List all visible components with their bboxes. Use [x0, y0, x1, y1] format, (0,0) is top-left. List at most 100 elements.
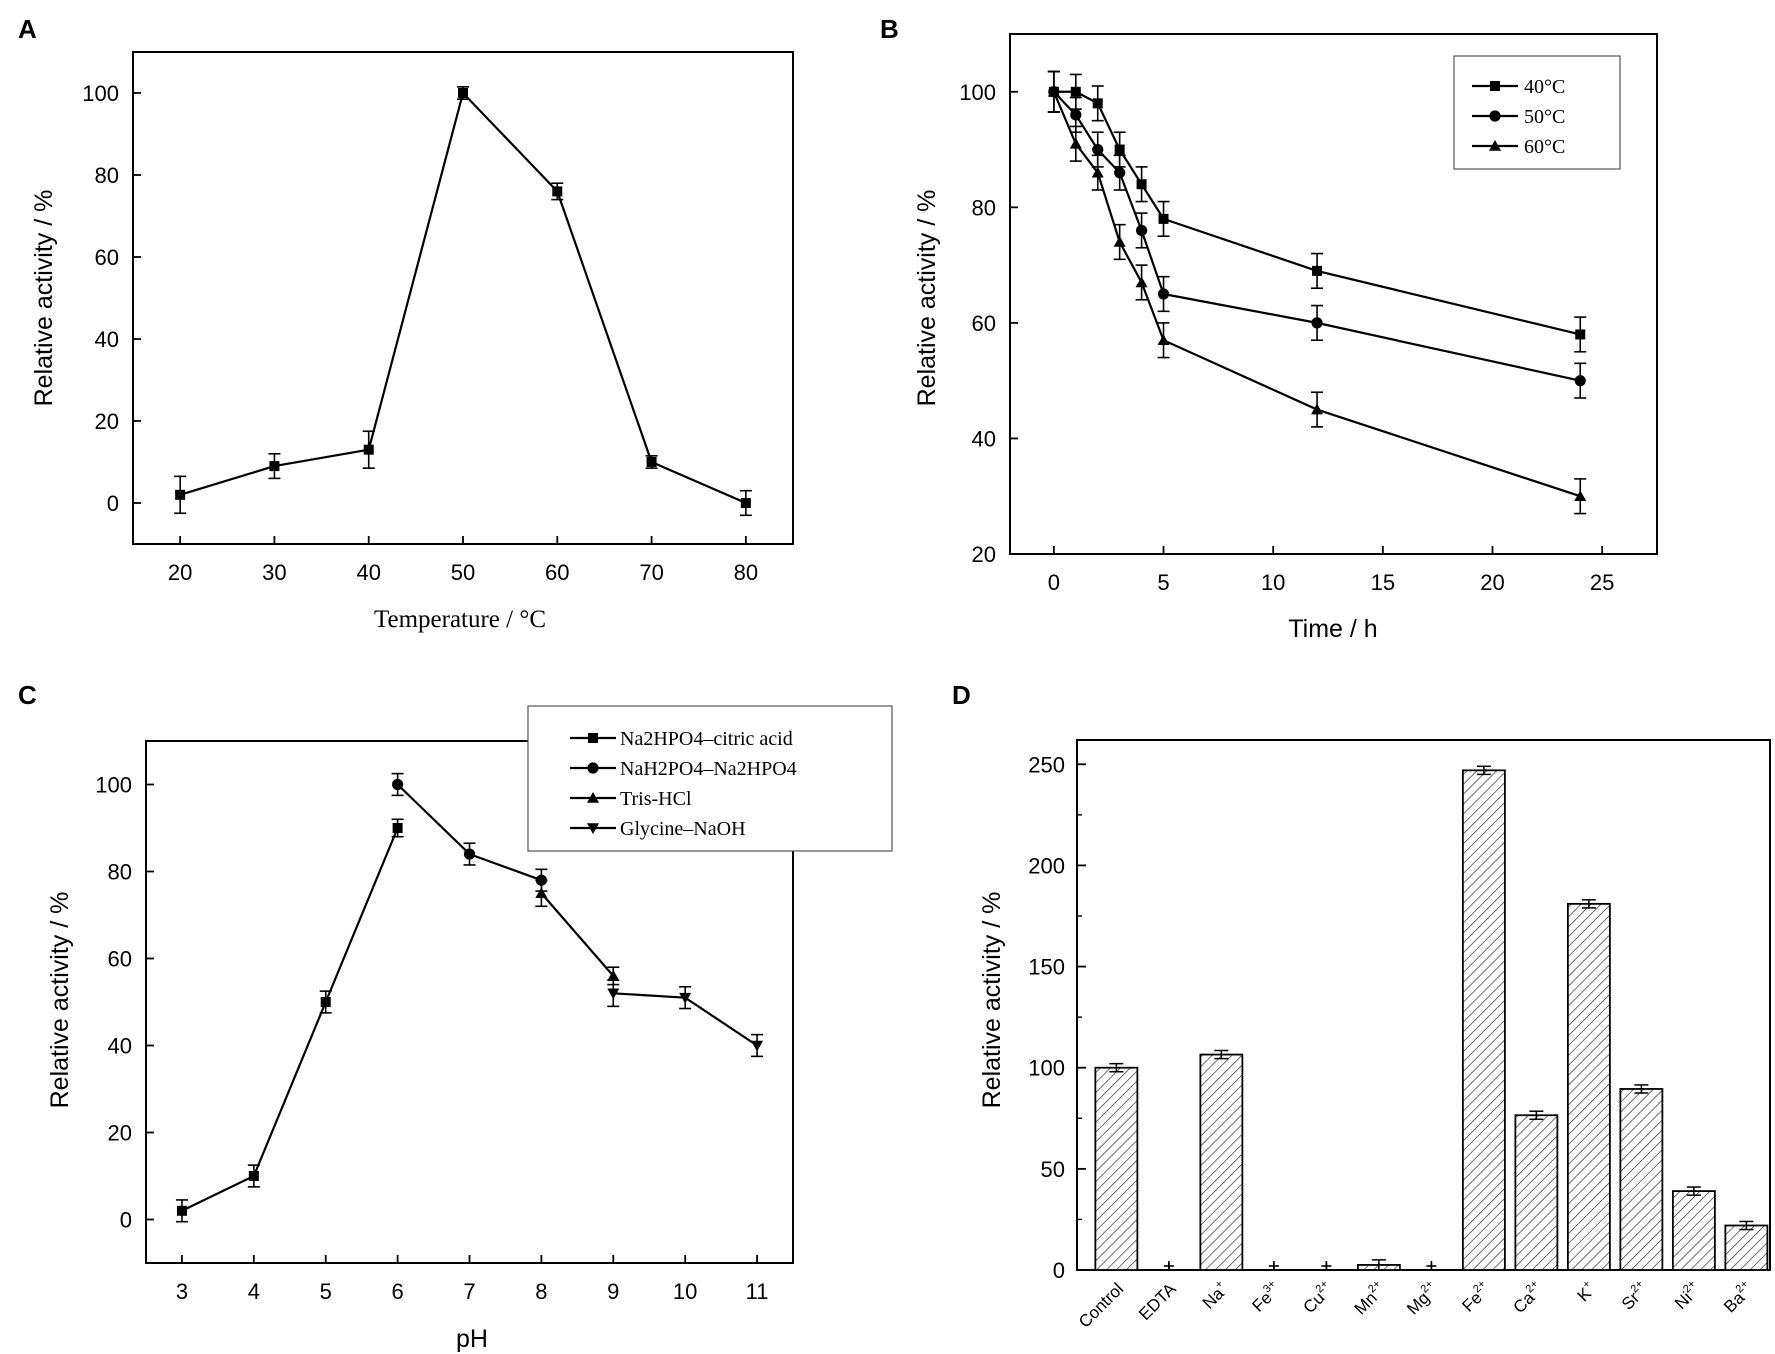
panel-c-label: C: [18, 680, 37, 710]
data-point: [646, 457, 657, 467]
bar: [1566, 902, 1611, 1271]
panel-b-axes-frame: [1009, 33, 1658, 555]
panel-a-plot-area: [174, 86, 752, 517]
y-tick-label: 20: [95, 409, 119, 434]
category-label: Sr2+: [1616, 1278, 1652, 1314]
x-tick-label: 20: [1480, 570, 1504, 595]
panel-a-axes-frame: [132, 51, 794, 545]
legend-item: Glycine–NaOH: [570, 818, 746, 840]
y-tick-label: 80: [972, 195, 996, 220]
x-tick-label: 20: [168, 560, 192, 585]
panel-c-y-axis-label: Relative activity / %: [46, 892, 74, 1109]
data-point: [751, 1040, 764, 1052]
data-point: [320, 997, 331, 1007]
bar: [1671, 1190, 1716, 1271]
data-point: [679, 992, 692, 1004]
panel-a-x-axis-label: Temperature / °C: [374, 606, 546, 633]
panel-d-label: D: [952, 680, 971, 710]
legend-item: Tris-HCl: [570, 788, 692, 810]
data-point: [1070, 86, 1081, 97]
category-label: EDTA: [1135, 1279, 1180, 1324]
x-tick-label: 6: [391, 1279, 403, 1304]
data-point: [1574, 375, 1586, 387]
x-tick-label: 30: [262, 560, 286, 585]
y-tick-label: 0: [120, 1208, 132, 1233]
x-tick-label: 10: [1261, 570, 1285, 595]
data-point: [1311, 317, 1323, 329]
data-point: [1312, 265, 1323, 276]
category-label: Fe3+: [1247, 1278, 1285, 1316]
series-line: [181, 827, 399, 1212]
data-point: [1157, 334, 1170, 346]
y-tick-label: 200: [1028, 853, 1065, 878]
error-bar: [1686, 1186, 1701, 1196]
panel-c-x-axis-label: pH: [456, 1325, 488, 1353]
category-label: Mn2+: [1349, 1278, 1389, 1318]
panel-a-label: A: [18, 14, 37, 44]
category-label: K+: [1572, 1278, 1599, 1305]
legend-marker: [587, 762, 599, 774]
error-bar: [1214, 1049, 1229, 1060]
y-tick-label: 40: [95, 327, 119, 352]
y-tick-label: 20: [972, 542, 996, 567]
data-point: [1136, 179, 1147, 190]
bar: [1724, 1224, 1769, 1271]
panel-d: D 0 50 100 150 200 250 Control EDTA Na+ Fe3+ Cu2+…: [952, 680, 1771, 1332]
legend-label: 50°C: [1524, 106, 1565, 128]
x-tick-label: 3: [176, 1279, 188, 1304]
y-tick-label: 60: [95, 245, 119, 270]
error-bar: [1581, 899, 1596, 909]
category-label: Fe2+: [1457, 1278, 1495, 1316]
error-bar: [1371, 1259, 1386, 1271]
series-line: [1053, 91, 1581, 382]
panel-c-y-ticks: 0 20 40 60 80 100: [95, 773, 154, 1233]
x-tick-label: 60: [545, 560, 569, 585]
category-label: Ni2+: [1670, 1278, 1705, 1313]
panel-d-y-ticks: 0 50 100 150 200 250: [1028, 752, 1086, 1283]
panel-d-plot-area: [1094, 765, 1769, 1271]
y-tick-label: 250: [1028, 752, 1065, 777]
panel-c: C 3 4 5 6 7 8 9 10 11 0 20 40 60 80 100 pH Relative a…: [18, 680, 893, 1353]
data-point: [1311, 403, 1324, 415]
category-label: Cu2+: [1298, 1278, 1337, 1317]
legend-marker: [1490, 81, 1500, 91]
category-label: Ba2+: [1719, 1278, 1757, 1316]
data-point: [248, 1171, 259, 1181]
series-na2hpo4-citric-acid: [175, 818, 404, 1223]
data-point: [175, 489, 186, 500]
x-tick-label: 8: [535, 1279, 547, 1304]
zero-activity-marker: [1321, 1261, 1332, 1271]
data-point: [1575, 329, 1586, 340]
error-bar: [1529, 1110, 1544, 1121]
series-tris-hcl: [535, 879, 620, 986]
panel-b-x-ticks: 0 5 10 15 20 25: [1048, 546, 1614, 595]
x-tick-label: 9: [607, 1279, 619, 1304]
legend-marker: [587, 792, 599, 803]
y-tick-label: 80: [108, 860, 132, 885]
legend-marker: [587, 823, 599, 834]
data-point: [1092, 98, 1103, 109]
x-tick-label: 50: [451, 560, 475, 585]
legend-label: 60°C: [1524, 136, 1565, 158]
x-tick-label: 25: [1590, 570, 1614, 595]
y-tick-label: 20: [108, 1121, 132, 1146]
y-tick-label: 100: [959, 80, 996, 105]
panel-b-legend: 40°C 50°C 60°C: [1453, 55, 1621, 170]
data-point: [1047, 85, 1060, 97]
legend-marker: [1489, 140, 1501, 151]
data-point: [363, 444, 374, 455]
panel-b-y-axis-label: Relative activity / %: [913, 190, 941, 407]
data-point: [552, 186, 563, 197]
data-point: [1114, 167, 1126, 179]
category-label: Na+: [1197, 1278, 1232, 1313]
data-point: [176, 1205, 187, 1216]
data-point: [740, 498, 751, 508]
panel-b-legend-box: [1453, 55, 1621, 170]
panel-b-plot-area: [1047, 70, 1587, 515]
series-main: [174, 86, 752, 517]
panel-d-y-axis-label: Relative activity / %: [978, 892, 1006, 1109]
data-point: [1114, 144, 1125, 155]
legend-marker: [588, 733, 598, 743]
data-point: [1135, 276, 1148, 288]
